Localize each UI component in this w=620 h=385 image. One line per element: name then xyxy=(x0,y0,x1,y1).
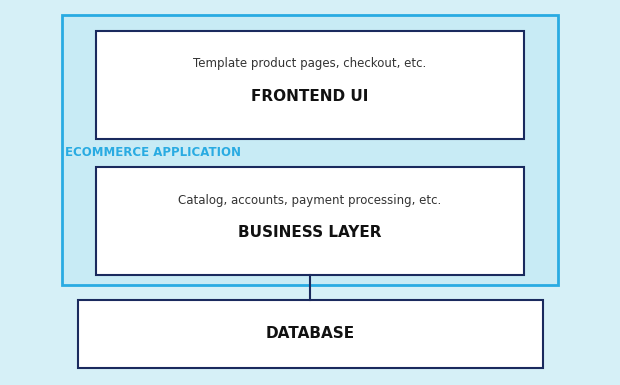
FancyBboxPatch shape xyxy=(62,15,558,285)
Text: FRONTEND UI: FRONTEND UI xyxy=(251,89,369,104)
Text: Template product pages, checkout, etc.: Template product pages, checkout, etc. xyxy=(193,57,427,70)
Text: BUSINESS LAYER: BUSINESS LAYER xyxy=(238,226,382,240)
Text: ECOMMERCE APPLICATION: ECOMMERCE APPLICATION xyxy=(65,146,241,159)
FancyBboxPatch shape xyxy=(96,31,524,139)
FancyBboxPatch shape xyxy=(78,300,542,368)
FancyBboxPatch shape xyxy=(96,167,524,275)
Text: Catalog, accounts, payment processing, etc.: Catalog, accounts, payment processing, e… xyxy=(179,194,441,207)
Text: DATABASE: DATABASE xyxy=(265,326,355,341)
